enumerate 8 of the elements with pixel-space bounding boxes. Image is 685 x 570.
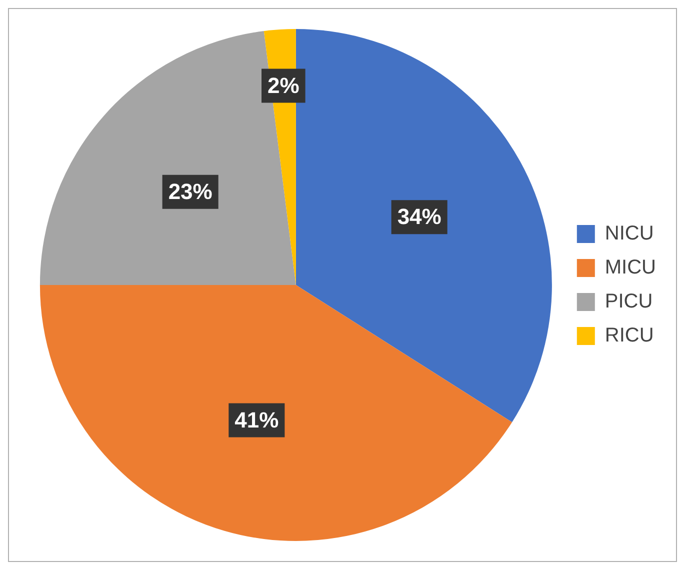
legend-label: MICU [604, 256, 656, 279]
data-label: 2% [268, 72, 300, 98]
legend-label: NICU [604, 222, 654, 245]
data-label: 34% [397, 204, 442, 230]
legend-label: PICU [604, 290, 653, 313]
data-label: 41% [234, 407, 279, 432]
data-label: 23% [168, 178, 212, 204]
legend-label: RICU [604, 324, 654, 347]
